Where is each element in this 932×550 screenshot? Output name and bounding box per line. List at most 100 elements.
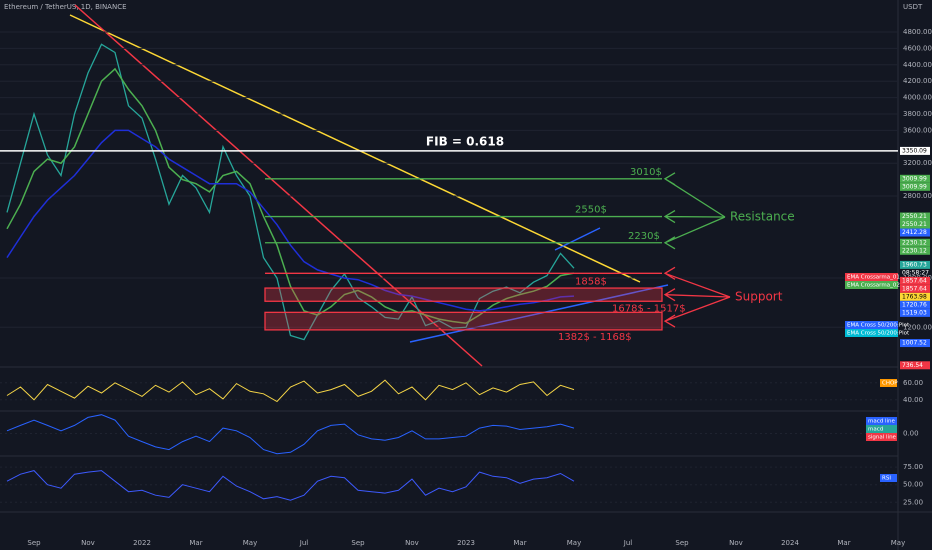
legend-tag [845,329,898,337]
zone-label: 1382$ - 1168$ [558,332,632,343]
y-tick-label: 50.00 [903,481,923,489]
y-tick-label: 1200.00 [903,323,932,331]
y-tick-label: 3200.00 [903,159,932,167]
level-label: 2230$ [628,231,660,242]
legend-tag [845,273,898,281]
legend-tag [845,281,898,289]
x-tick-label: 2024 [781,539,799,547]
y-tick-label: 25.00 [903,498,923,506]
price-tag-label: 1960.73 [902,261,927,268]
price-tag [900,260,930,269]
axis-unit: USDT [903,3,923,11]
price-tag-label: 2230.12 [902,239,927,246]
level-label: 2550$ [575,205,607,216]
y-tick-label: 0.00 [903,430,919,438]
pane-tag-label: CHOP [882,381,898,387]
x-tick-label: May [891,539,905,547]
y-tick-label: 4000.00 [903,94,932,102]
support-label: Support [735,290,783,304]
price-tag-label: 1857.64 [902,285,927,292]
x-tick-label: Nov [729,539,743,547]
pane-tag-label: macd [868,427,883,433]
support-zone [264,311,663,331]
pane-tag [880,474,897,482]
x-tick-label: Nov [405,539,419,547]
price-tag [900,276,930,285]
channel-line [554,227,601,251]
pane-tag [866,425,897,433]
arrow [663,216,726,250]
price-tag-label: 1519.03 [902,309,927,316]
pane-tag-label: macd line [868,419,896,425]
x-tick-label: Sep [351,539,365,547]
price-tag [900,238,930,247]
pane-tag [880,379,897,387]
price-tag [900,228,930,237]
trend-line [69,14,641,283]
arrow [663,296,731,328]
price-line [6,129,575,312]
price-tag-label: 736.54 [902,362,923,369]
price-tag-label: 1763.98 [902,293,927,300]
x-tick-label: Nov [81,539,95,547]
x-tick-label: Sep [27,539,41,547]
arrow [663,266,731,298]
price-tag [900,284,930,293]
arrow [663,288,731,302]
channel-line [409,284,669,343]
level-label: 3010$ [630,167,662,178]
x-tick-label: Mar [837,539,850,547]
price-tag-label: 2412.28 [902,229,927,236]
zone-label: 1678$ - 1517$ [612,303,686,314]
legend-tag-label: EMA Crossarma_02 [847,283,900,289]
y-tick-label: 40.00 [903,396,923,404]
pane-tag-label: signal line [868,435,897,441]
x-tick-label: Jul [623,539,633,547]
price-tag [900,292,930,301]
legend-tag-label: EMA Cross 50/200:Plot [847,331,910,337]
price-tag [900,212,930,221]
y-tick-label: 3600.00 [903,126,932,134]
x-tick-label: Jul [299,539,309,547]
legend-tag-label: EMA Crossarma_01 [847,275,900,281]
price-line [6,67,575,324]
price-line [6,414,575,455]
price-tag-label: 3009.99 [902,175,927,182]
price-tag-label: 1857.64 [902,277,927,284]
price-line [6,379,575,403]
price-tag [900,339,930,348]
legend-tag-label: EMA Cross 50/200:Plot [847,323,910,329]
countdown: 08:58:27 [902,269,929,276]
price-tag-label: 1720.76 [902,301,927,308]
y-tick-label: 60.00 [903,379,923,387]
fib-label: FIB = 0.618 [426,134,504,148]
symbol-title: Ethereum / TetherUS, 1D, BINANCE [4,3,127,11]
x-tick-label: Sep [675,539,689,547]
price-tag [900,300,930,309]
y-tick-label: 4600.00 [903,44,932,52]
legend-tag [845,321,898,329]
x-tick-label: May [243,539,257,547]
price-tag [900,146,930,155]
x-tick-label: 2022 [133,539,151,547]
resistance-label: Resistance [730,210,795,224]
price-line [6,470,575,501]
pane-tag [866,417,897,425]
x-tick-label: Mar [189,539,202,547]
price-tag-label: 3350.09 [902,147,927,154]
price-tag [900,308,930,317]
price-tag-label: 2550.21 [902,221,927,228]
price-tag-label: 2550.21 [902,213,927,220]
x-tick-label: Mar [513,539,526,547]
price-tag [900,361,930,370]
price-tag [900,220,930,229]
arrow [663,209,726,224]
y-tick-label: 4800.00 [903,28,932,36]
y-tick-label: 75.00 [903,463,923,471]
y-tick-label: 2800.00 [903,192,932,200]
price-tag [900,246,930,255]
y-tick-label: 3800.00 [903,110,932,118]
pane-tag [866,433,897,441]
